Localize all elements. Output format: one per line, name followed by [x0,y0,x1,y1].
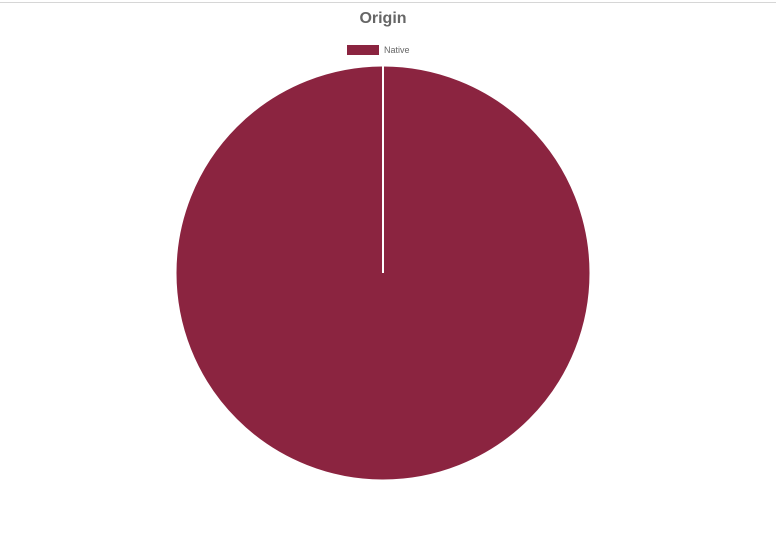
chart-title: Origin [359,10,407,27]
legend-label-native: Native [384,45,410,55]
legend: Native [347,45,410,55]
top-divider [0,2,776,3]
legend-swatch-native[interactable] [347,45,379,55]
